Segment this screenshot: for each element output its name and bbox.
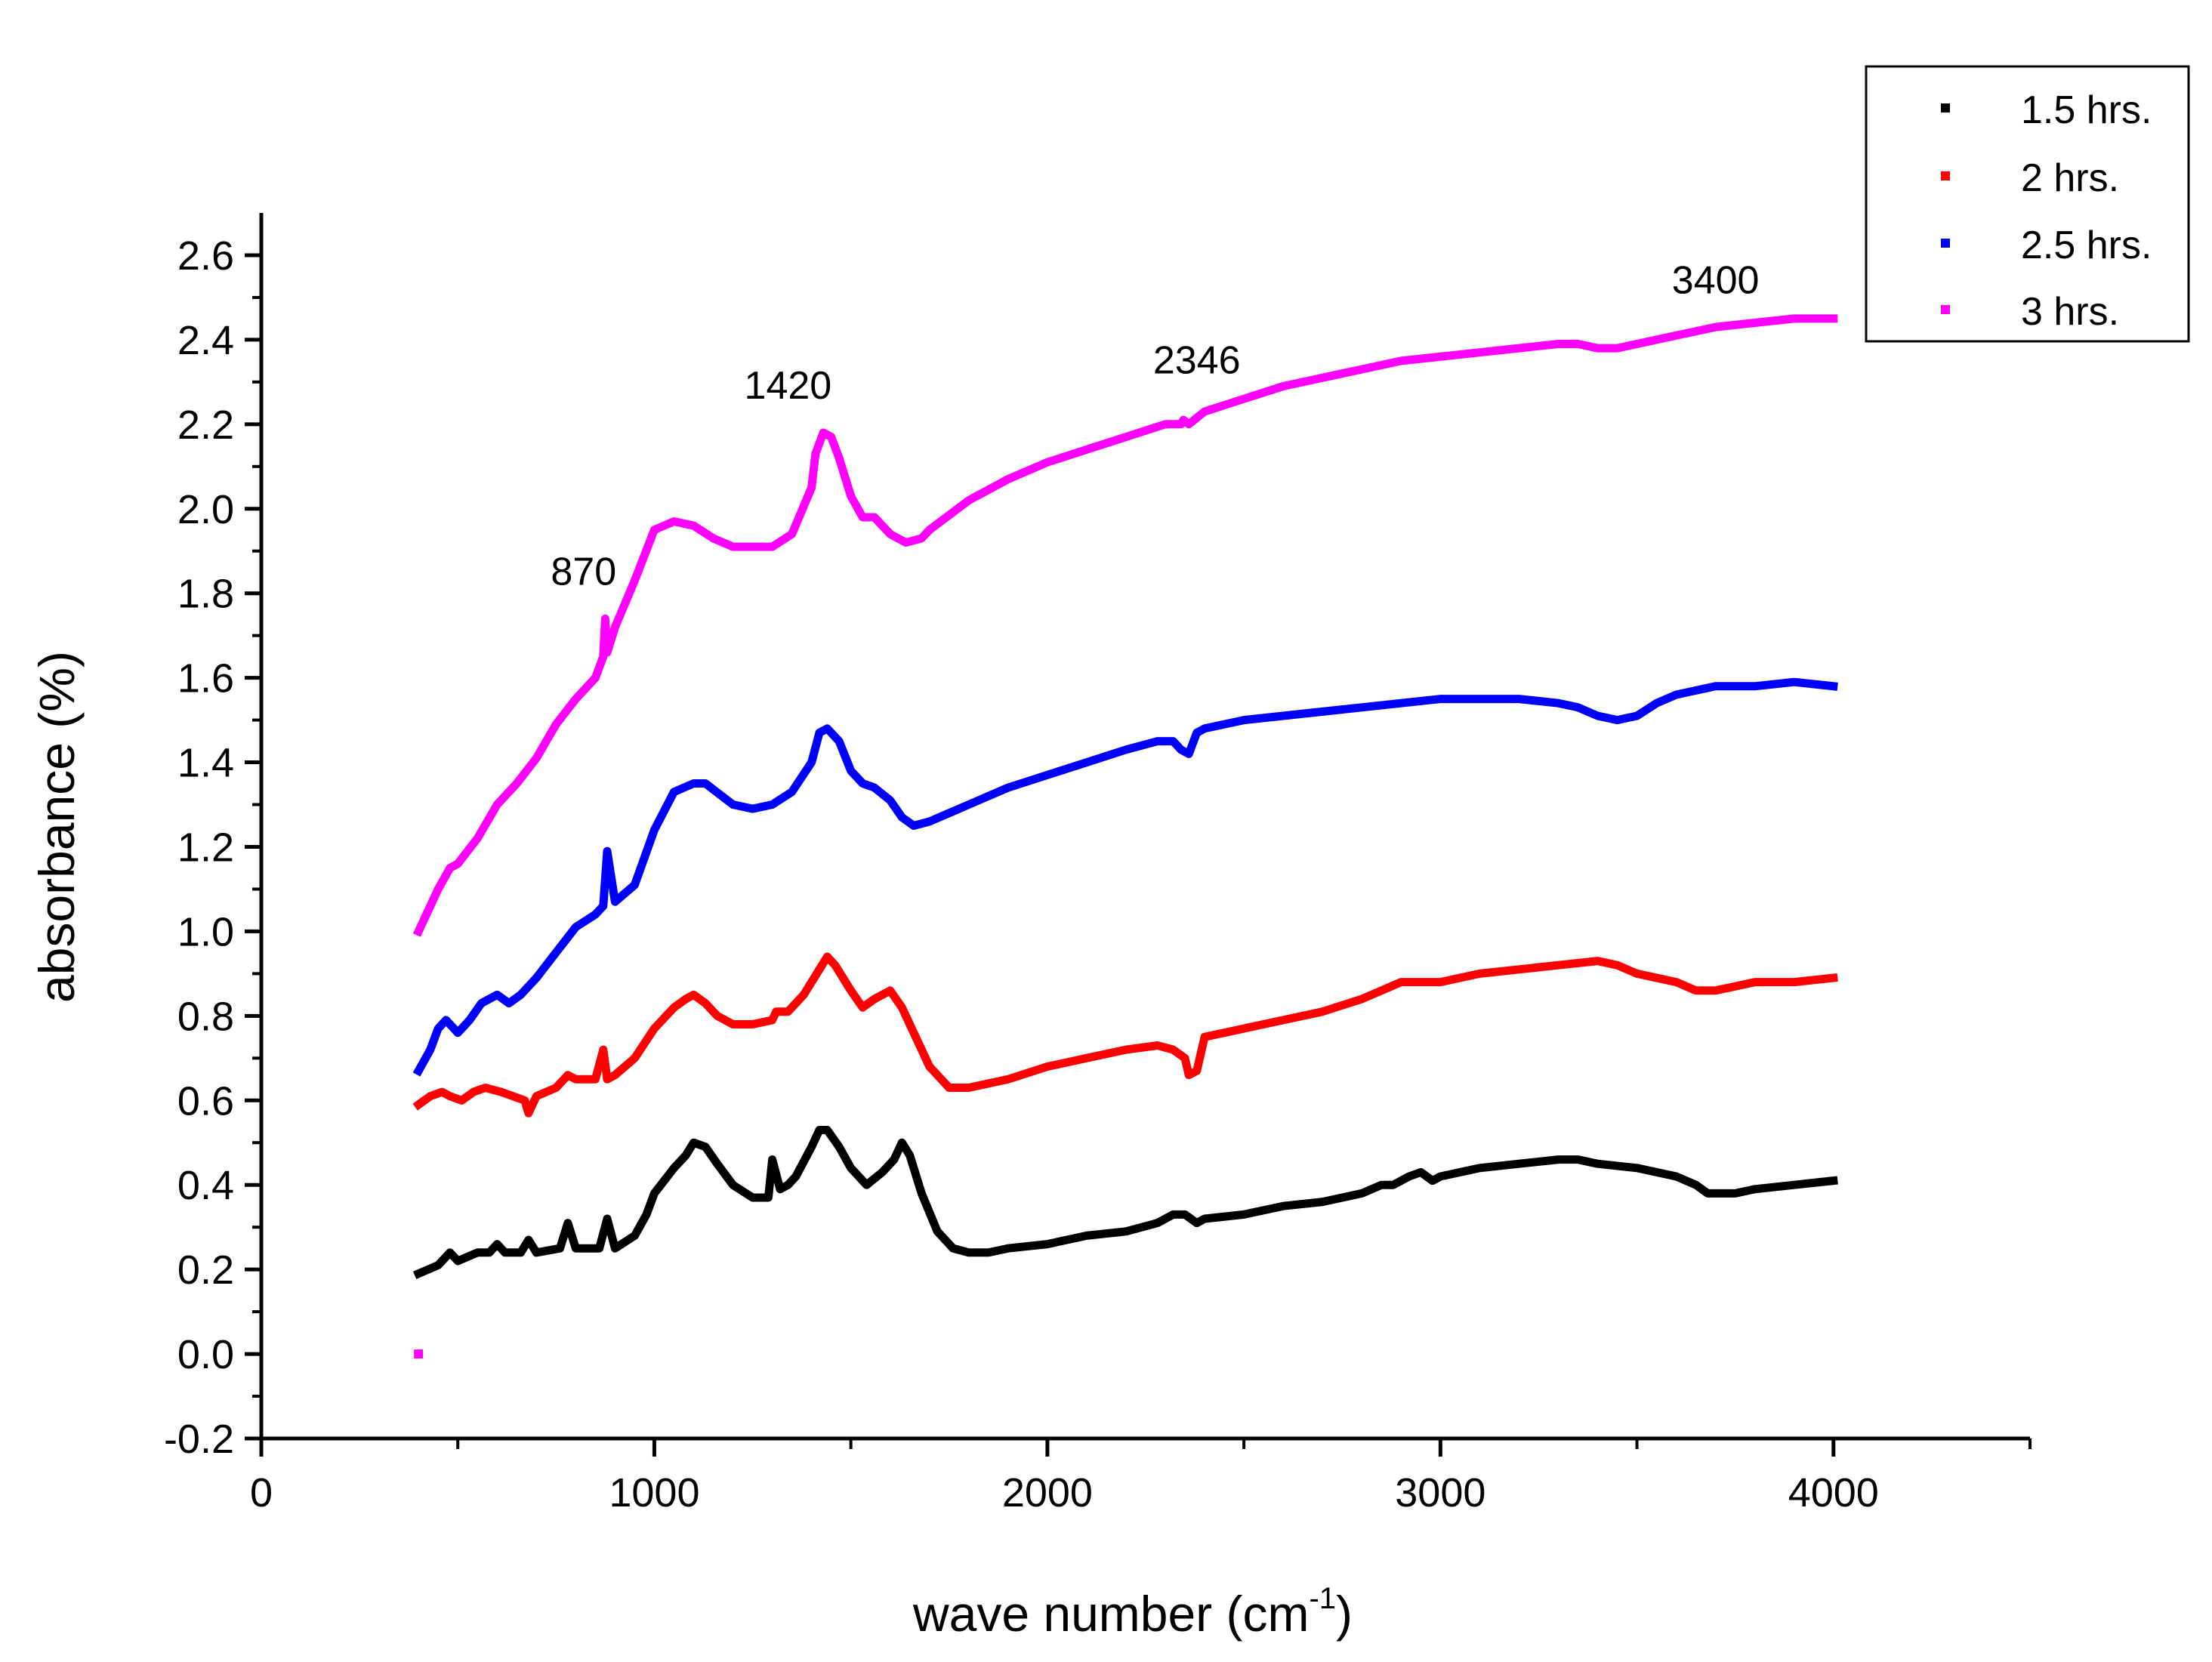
legend-label: 2.5 hrs.	[2021, 224, 2152, 267]
y-tick-label: 2.0	[177, 487, 234, 532]
y-tick-label: 0.6	[177, 1078, 234, 1124]
x-tick-label: 1000	[609, 1470, 699, 1516]
axis-ticks: -0.2 0.0 0.2 0.4 0.6 0.8 1.0 1.2 1.4 1.6 1.8 2.0 2.2…	[164, 233, 2032, 1516]
plot-area	[412, 314, 1838, 1359]
legend-marker	[1941, 171, 1950, 180]
x-tick-label: 4000	[1788, 1470, 1879, 1516]
series-line-3	[412, 677, 1838, 1077]
outlier-data-point	[414, 1349, 424, 1359]
x-axis-title: wave number (cm-1)	[912, 1582, 1353, 1642]
legend: 1.5 hrs. 2 hrs. 2.5 hrs. 3 hrs.	[1865, 65, 2190, 343]
y-tick-label: 1.6	[177, 656, 234, 701]
y-tick-label: 0.4	[177, 1163, 234, 1208]
peak-label: 1420	[745, 364, 832, 408]
y-tick-label: -0.2	[164, 1417, 234, 1462]
legend-box	[1865, 65, 2190, 343]
axes	[259, 213, 2030, 1441]
peak-label: 870	[551, 550, 616, 594]
legend-marker	[1941, 239, 1950, 248]
legend-label: 3 hrs.	[2021, 290, 2119, 334]
y-tick-label: 2.2	[177, 402, 234, 448]
series-line-4	[412, 314, 1838, 937]
legend-marker	[1941, 103, 1950, 113]
y-axis-title: absorbance (%)	[29, 651, 85, 1003]
y-tick-label: 1.4	[177, 741, 234, 786]
legend-label: 1.5 hrs.	[2021, 88, 2152, 132]
legend-marker	[1941, 305, 1950, 314]
y-tick-label: 2.4	[177, 318, 234, 363]
series-line-1	[412, 1126, 1838, 1279]
peak-label: 3400	[1672, 258, 1760, 302]
y-tick-label: 1.0	[177, 909, 234, 954]
y-tick-label: 2.6	[177, 233, 234, 279]
x-tick-label: 0	[250, 1470, 273, 1516]
x-tick-label: 3000	[1395, 1470, 1485, 1516]
legend-label: 2 hrs.	[2021, 156, 2119, 200]
y-tick-label: 0.2	[177, 1247, 234, 1293]
y-tick-label: 0.0	[177, 1332, 234, 1377]
axis-labels: absorbance (%) wave number (cm-1)	[29, 651, 1353, 1642]
peak-label: 2346	[1153, 339, 1241, 383]
y-tick-label: 1.8	[177, 572, 234, 617]
peak-annotations: 870 1420 2346 3400	[551, 258, 1759, 594]
series-line-2	[412, 952, 1838, 1118]
y-tick-label: 1.2	[177, 825, 234, 870]
x-tick-label: 2000	[1002, 1470, 1093, 1516]
y-tick-label: 0.8	[177, 994, 234, 1039]
